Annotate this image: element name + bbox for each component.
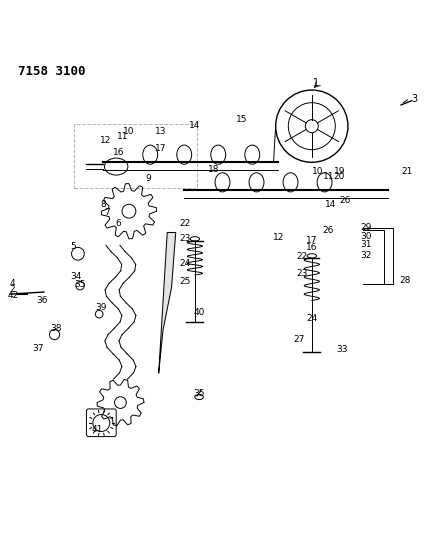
- Text: 14: 14: [189, 122, 201, 130]
- Text: 15: 15: [236, 115, 247, 124]
- Text: 27: 27: [293, 335, 305, 344]
- Text: 4: 4: [9, 279, 15, 288]
- Text: 16: 16: [113, 148, 124, 157]
- Text: 38: 38: [50, 324, 62, 333]
- Text: 23: 23: [179, 234, 190, 243]
- Text: 37: 37: [32, 344, 43, 353]
- Text: 36: 36: [36, 296, 48, 305]
- Text: 42: 42: [8, 292, 19, 301]
- Text: 8: 8: [101, 200, 106, 209]
- Text: 7158 3100: 7158 3100: [18, 64, 86, 77]
- Text: 12: 12: [273, 233, 285, 241]
- Text: 41: 41: [91, 425, 103, 434]
- Text: 23: 23: [296, 269, 308, 278]
- Text: 26: 26: [339, 196, 351, 205]
- Text: 10: 10: [123, 127, 135, 136]
- Text: 20: 20: [334, 172, 345, 181]
- Text: 33: 33: [336, 345, 347, 354]
- Text: 14: 14: [325, 200, 337, 209]
- Text: 29: 29: [361, 223, 372, 232]
- Polygon shape: [159, 232, 176, 373]
- Text: 25: 25: [179, 277, 190, 286]
- Text: 28: 28: [399, 276, 410, 285]
- Text: 2: 2: [9, 285, 15, 294]
- Text: 35: 35: [74, 280, 86, 289]
- Text: 31: 31: [361, 240, 372, 249]
- Text: 5: 5: [70, 241, 76, 251]
- Text: 39: 39: [95, 303, 107, 312]
- Text: 40: 40: [194, 309, 205, 317]
- Text: 3: 3: [412, 93, 418, 103]
- Text: 24: 24: [179, 260, 190, 269]
- Text: 30: 30: [361, 232, 372, 241]
- Text: 7: 7: [104, 208, 110, 217]
- Text: 11: 11: [323, 172, 335, 181]
- Text: 35: 35: [193, 389, 205, 398]
- Text: 19: 19: [334, 167, 345, 176]
- Text: 9: 9: [145, 174, 151, 183]
- Text: 18: 18: [208, 165, 220, 174]
- Text: 11: 11: [117, 132, 128, 141]
- Text: 13: 13: [155, 127, 166, 136]
- Text: 24: 24: [306, 313, 318, 322]
- Text: 10: 10: [312, 167, 324, 176]
- Text: 26: 26: [322, 227, 334, 236]
- Text: 1: 1: [313, 78, 319, 88]
- Text: 17: 17: [306, 236, 318, 245]
- Text: 16: 16: [306, 244, 318, 252]
- Text: 22: 22: [179, 219, 190, 228]
- Text: 17: 17: [155, 144, 166, 153]
- Text: 32: 32: [361, 251, 372, 260]
- Text: 34: 34: [70, 272, 81, 281]
- Text: 21: 21: [402, 167, 413, 176]
- Text: 22: 22: [296, 252, 308, 261]
- Text: 6: 6: [116, 219, 121, 228]
- Text: 12: 12: [100, 136, 111, 145]
